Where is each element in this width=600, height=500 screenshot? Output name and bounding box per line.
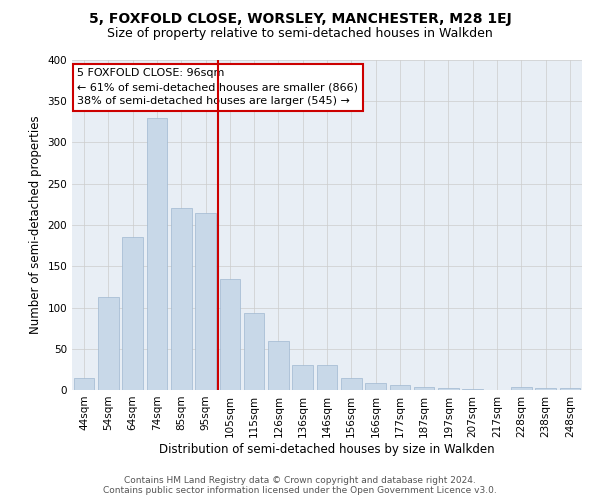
Text: Size of property relative to semi-detached houses in Walkden: Size of property relative to semi-detach… [107,28,493,40]
Text: 5 FOXFOLD CLOSE: 96sqm
← 61% of semi-detached houses are smaller (866)
38% of se: 5 FOXFOLD CLOSE: 96sqm ← 61% of semi-det… [77,68,358,106]
Bar [463,389,483,390]
Bar [535,388,556,390]
Text: Contains HM Land Registry data © Crown copyright and database right 2024.
Contai: Contains HM Land Registry data © Crown c… [103,476,497,495]
Bar [438,388,459,390]
Bar [220,280,240,390]
Bar [98,297,119,390]
Text: 5, FOXFOLD CLOSE, WORSLEY, MANCHESTER, M28 1EJ: 5, FOXFOLD CLOSE, WORSLEY, MANCHESTER, M… [89,12,511,26]
X-axis label: Distribution of semi-detached houses by size in Walkden: Distribution of semi-detached houses by … [159,442,495,456]
Y-axis label: Number of semi-detached properties: Number of semi-detached properties [29,116,42,334]
Bar [146,118,167,390]
Bar [171,208,191,390]
Bar [244,314,265,390]
Bar [74,378,94,390]
Bar [560,388,580,390]
Bar [122,238,143,390]
Bar [511,386,532,390]
Bar [268,340,289,390]
Bar [317,365,337,390]
Bar [389,385,410,390]
Bar [414,386,434,390]
Bar [365,382,386,390]
Bar [341,378,362,390]
Bar [292,365,313,390]
Bar [195,212,216,390]
